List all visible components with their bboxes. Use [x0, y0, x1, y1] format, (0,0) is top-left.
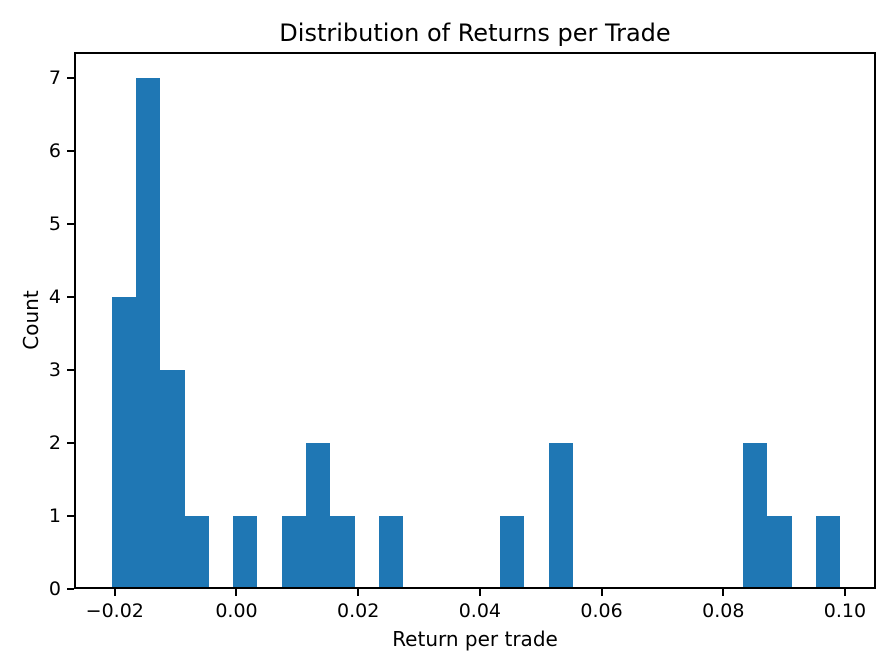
- x-tick: [600, 589, 603, 596]
- axis-spine-left: [74, 52, 76, 589]
- x-tick-label: 0.02: [337, 600, 380, 622]
- histogram-bar: [500, 516, 524, 589]
- histogram-bar: [185, 516, 209, 589]
- x-tick: [113, 589, 116, 596]
- y-tick-label: 1: [48, 504, 61, 527]
- axis-spine-top: [74, 52, 876, 54]
- histogram-bar: [160, 370, 185, 589]
- chart-title: Distribution of Returns per Trade: [279, 19, 671, 47]
- y-tick: [67, 149, 74, 152]
- x-tick: [478, 589, 481, 596]
- x-tick-label: 0.06: [580, 600, 623, 622]
- y-tick: [67, 76, 74, 79]
- y-tick: [67, 222, 74, 225]
- axis-spine-bottom: [74, 587, 876, 589]
- y-tick: [67, 295, 74, 298]
- histogram-bar: [233, 516, 257, 589]
- histogram-bar: [136, 78, 160, 589]
- y-axis-label: Count: [19, 290, 43, 350]
- x-tick-label: 0.10: [823, 600, 867, 622]
- x-tick-label: 0.00: [215, 600, 258, 622]
- x-tick-label: 0.08: [702, 600, 745, 622]
- histogram-bar: [330, 516, 355, 589]
- x-tick: [357, 589, 360, 596]
- y-tick-label: 5: [48, 212, 61, 235]
- y-tick-label: 6: [48, 139, 61, 162]
- histogram-bar: [282, 516, 306, 589]
- y-tick-label: 7: [48, 66, 61, 89]
- y-tick-label: 2: [48, 431, 61, 454]
- y-tick: [67, 441, 74, 444]
- x-tick-label: 0.04: [458, 600, 502, 622]
- y-tick-label: 4: [48, 285, 61, 308]
- x-tick: [843, 589, 846, 596]
- histogram-bar: [306, 443, 330, 589]
- histogram-bar: [549, 443, 573, 589]
- histogram-bar: [816, 516, 840, 589]
- y-tick: [67, 588, 74, 590]
- histogram-bar: [767, 516, 792, 589]
- y-tick-label: 3: [48, 358, 61, 381]
- y-tick-label: 0: [48, 578, 61, 600]
- y-tick: [67, 514, 74, 517]
- x-tick: [722, 589, 725, 596]
- plot-area: −0.02 0.00 0.02 0.04 0.06 0.08 0.10 0 1 2 3 4 5 6 7: [49, 52, 876, 622]
- histogram-bar: [743, 443, 767, 589]
- x-tick-label: −0.02: [85, 600, 144, 622]
- x-axis-label: Return per trade: [392, 627, 558, 651]
- histogram-bar: [379, 516, 403, 589]
- x-tick: [235, 589, 238, 596]
- y-tick: [67, 368, 74, 371]
- axis-spine-right: [874, 52, 876, 589]
- histogram-bar: [112, 297, 136, 589]
